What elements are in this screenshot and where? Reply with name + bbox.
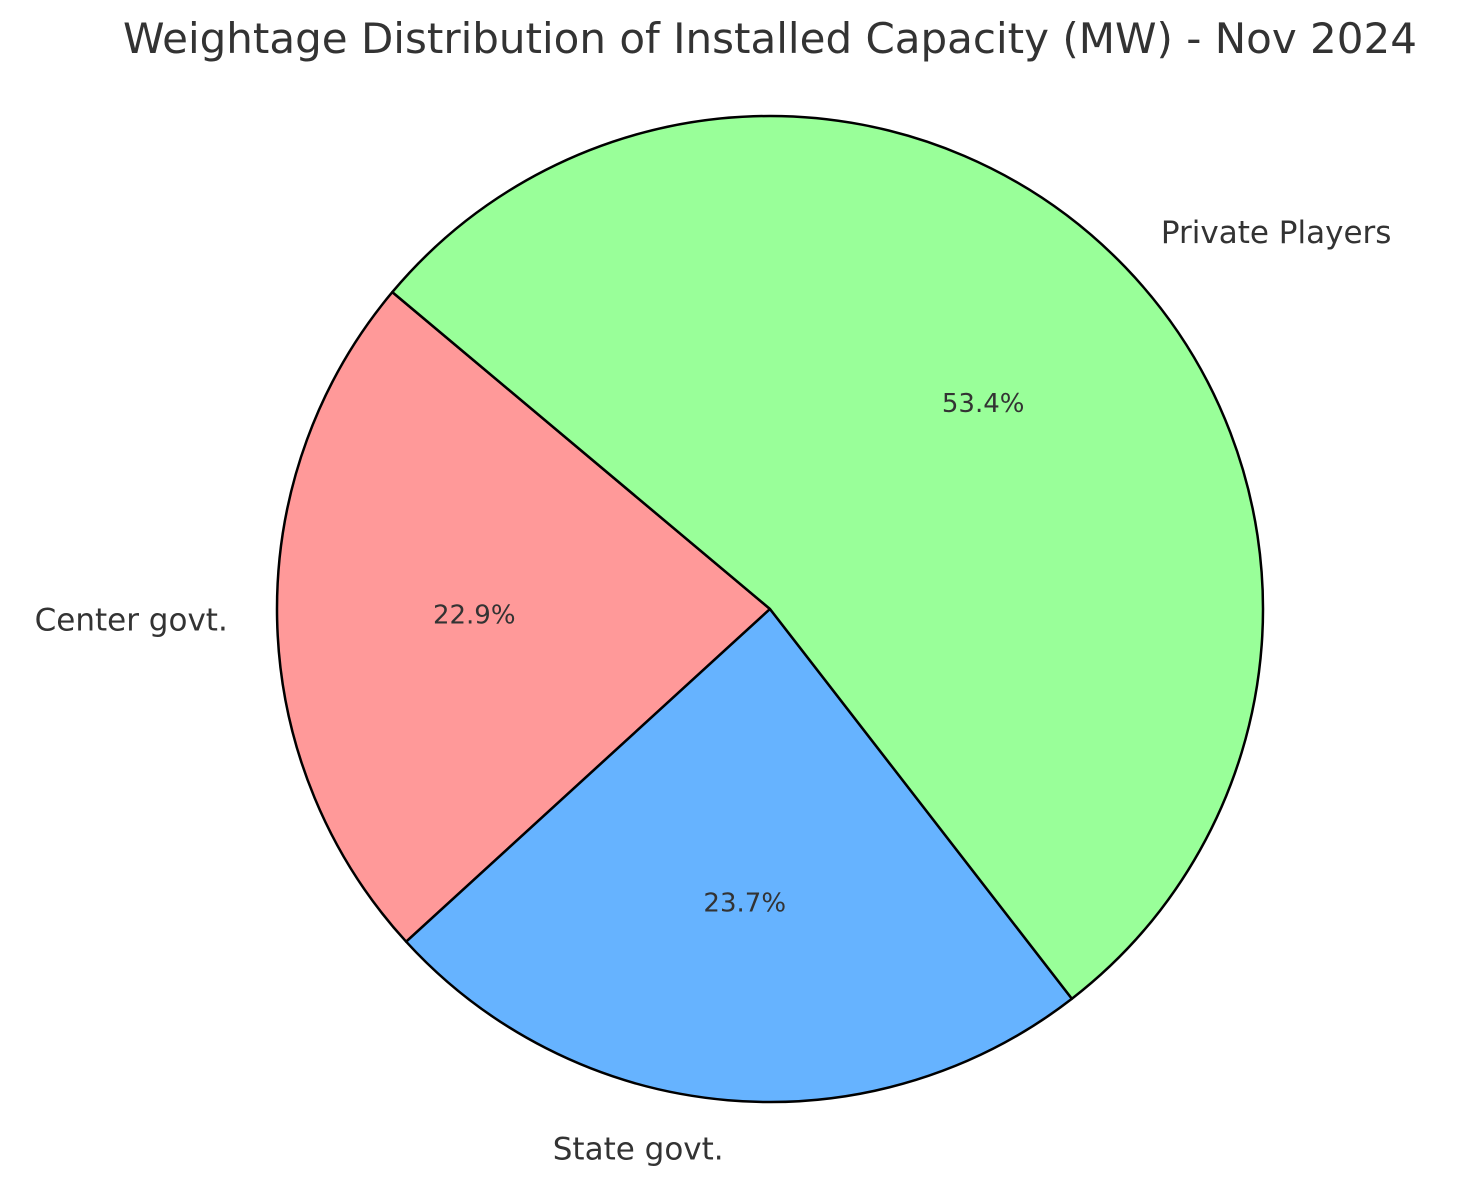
pie-slice-center-govt bbox=[275, 290, 772, 943]
pie-slice-state-govt bbox=[404, 607, 1074, 1104]
slice-label-state-govt: State govt. bbox=[553, 1131, 724, 1167]
slice-label-center-govt: Center govt. bbox=[35, 603, 228, 639]
pct-label-private-players: 53.4% bbox=[942, 389, 1025, 419]
pie-labels: Center govt. 22.9% State govt. 23.7% Private… bbox=[35, 215, 1392, 1167]
slice-label-private-players: Private Players bbox=[1161, 215, 1392, 251]
pie-slices bbox=[275, 114, 1265, 1104]
pie-slice-private-players bbox=[391, 114, 1265, 1001]
pct-label-state-govt: 23.7% bbox=[703, 889, 786, 919]
chart-title: Weightage Distribution of Installed Capa… bbox=[123, 14, 1417, 63]
pct-label-center-govt: 22.9% bbox=[433, 600, 516, 630]
